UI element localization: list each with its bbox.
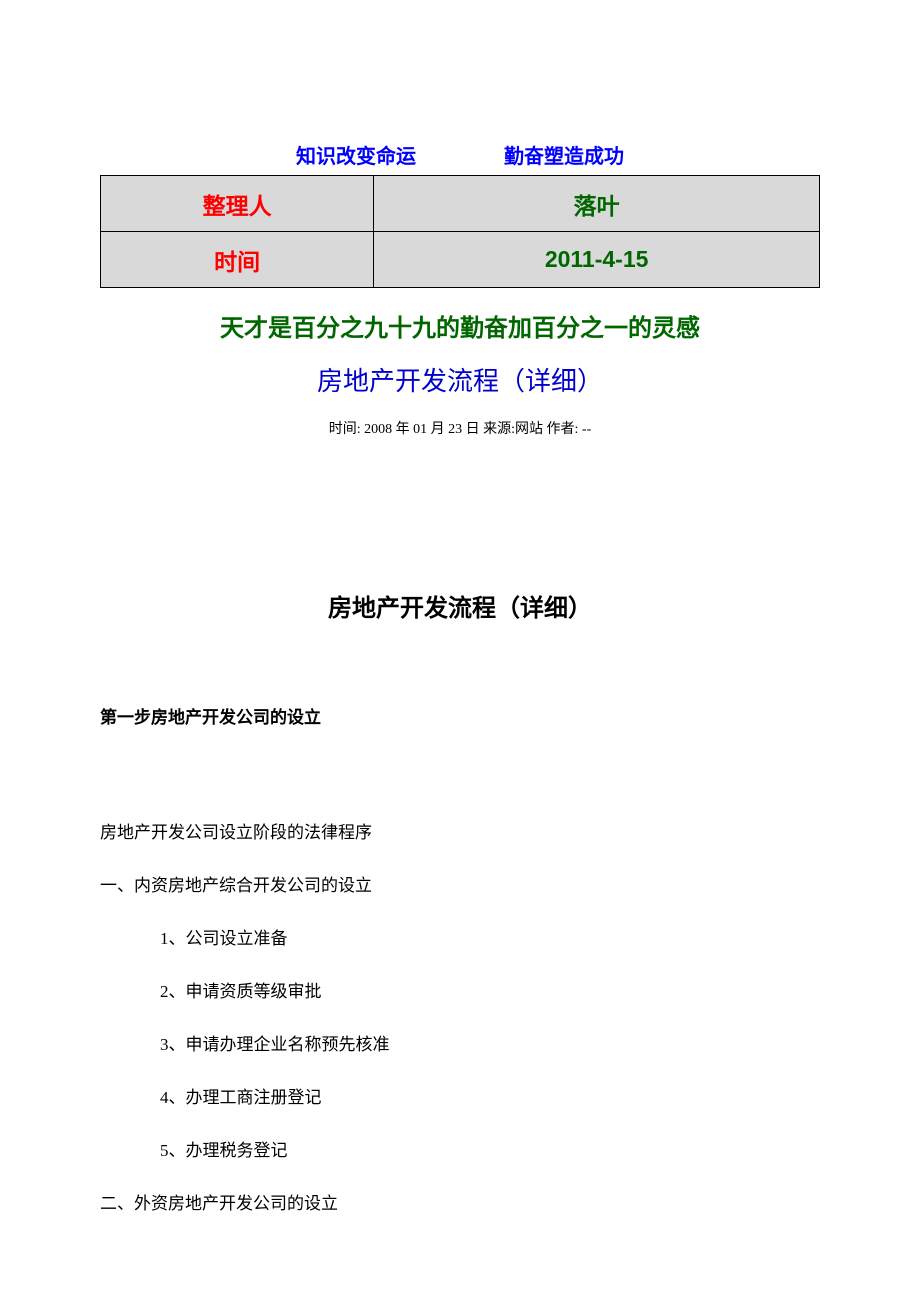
motto-right: 勤奋塑造成功 bbox=[504, 146, 624, 168]
table-row: 整理人 落叶 bbox=[101, 176, 820, 232]
list-item: 5、办理税务登记 bbox=[160, 1136, 820, 1161]
date-label: 时间 bbox=[101, 232, 374, 288]
motto-left: 知识改变命运 bbox=[296, 146, 416, 168]
list-item: 2、申请资质等级审批 bbox=[160, 977, 820, 1002]
organizer-label: 整理人 bbox=[101, 176, 374, 232]
part2-heading: 二、外资房地产开发公司的设立 bbox=[100, 1189, 820, 1214]
table-row: 时间 2011-4-15 bbox=[101, 232, 820, 288]
organizer-value: 落叶 bbox=[374, 176, 820, 232]
date-value: 2011-4-15 bbox=[374, 232, 820, 288]
motto-header: 知识改变命运 勤奋塑造成功 bbox=[100, 140, 820, 169]
section-title: 房地产开发流程（详细） bbox=[100, 588, 820, 623]
quote-text: 天才是百分之九十九的勤奋加百分之一的灵感 bbox=[100, 308, 820, 343]
document-title-top: 房地产开发流程（详细） bbox=[100, 361, 820, 398]
part1-heading: 一、内资房地产综合开发公司的设立 bbox=[100, 871, 820, 896]
list-item: 3、申请办理企业名称预先核准 bbox=[160, 1030, 820, 1055]
step-heading: 第一步房地产开发公司的设立 bbox=[100, 703, 820, 728]
list-item: 4、办理工商注册登记 bbox=[160, 1083, 820, 1108]
document-meta: 时间: 2008 年 01 月 23 日 来源:网站 作者: -- bbox=[100, 418, 820, 438]
intro-paragraph: 房地产开发公司设立阶段的法律程序 bbox=[100, 818, 820, 843]
list-item: 1、公司设立准备 bbox=[160, 924, 820, 949]
info-table: 整理人 落叶 时间 2011-4-15 bbox=[100, 175, 820, 288]
